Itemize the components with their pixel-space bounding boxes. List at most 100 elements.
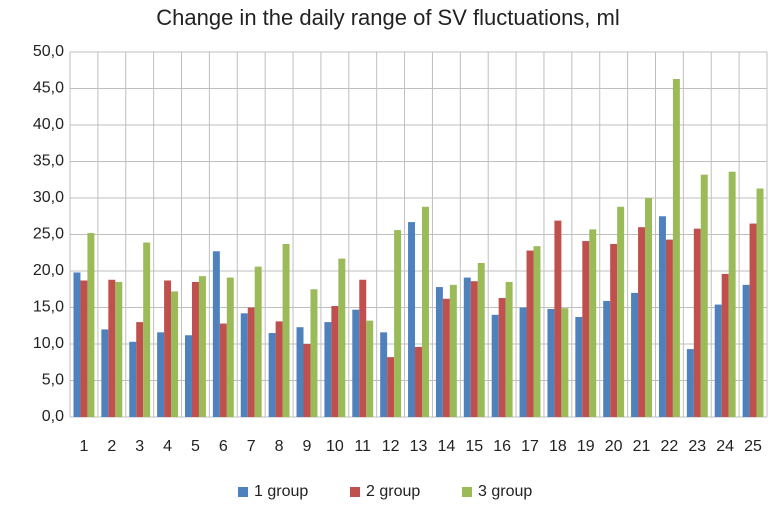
x-tick-label: 19 [577, 438, 595, 455]
y-tick-label: 30,0 [33, 189, 64, 206]
bar [380, 332, 388, 417]
y-tick-label: 50,0 [33, 43, 64, 60]
bar [115, 281, 123, 417]
bar [610, 243, 618, 417]
bar [171, 291, 179, 417]
x-tick-label: 5 [191, 438, 200, 455]
bar [352, 309, 360, 417]
bar [324, 322, 332, 417]
x-tick-label: 23 [688, 438, 706, 455]
bar [73, 272, 81, 417]
bar [603, 300, 611, 417]
bar [665, 239, 673, 417]
bar [310, 289, 318, 417]
y-tick-label: 20,0 [33, 262, 64, 279]
bar [275, 321, 283, 417]
bar [561, 308, 569, 417]
bar [359, 279, 367, 417]
bar [449, 284, 457, 417]
bar [338, 258, 346, 417]
bar [129, 341, 137, 417]
bar [582, 241, 590, 417]
legend-swatch [238, 487, 248, 497]
bar [533, 246, 541, 417]
bar [442, 298, 450, 417]
x-tick-label: 6 [219, 438, 228, 455]
bar [268, 333, 276, 417]
x-tick-label: 16 [493, 438, 511, 455]
bar [547, 308, 555, 417]
y-tick-label: 5,0 [42, 372, 64, 389]
bar [185, 335, 192, 417]
bar [470, 281, 478, 417]
legend-swatch [350, 487, 360, 497]
legend-swatch [462, 487, 472, 497]
bar [631, 292, 639, 417]
bar [408, 222, 416, 417]
bar [645, 198, 652, 417]
bar [108, 279, 116, 417]
x-tick-label: 1 [79, 438, 88, 455]
legend-label: 1 group [254, 483, 308, 500]
bar [519, 307, 527, 417]
bar [331, 306, 339, 417]
bar [435, 287, 443, 417]
x-tick-label: 12 [382, 438, 400, 455]
bar [421, 206, 429, 417]
y-tick-label: 10,0 [33, 335, 64, 352]
bar [575, 316, 583, 417]
x-tick-label: 14 [437, 438, 455, 455]
bar [498, 298, 506, 417]
bar [157, 332, 165, 417]
bar [282, 243, 290, 417]
x-tick-label: 20 [605, 438, 623, 455]
y-tick-label: 45,0 [33, 80, 64, 97]
bar [721, 273, 729, 417]
x-tick-label: 24 [716, 438, 734, 455]
y-tick-label: 40,0 [33, 116, 64, 133]
bar [526, 250, 534, 417]
x-tick-label: 17 [521, 438, 539, 455]
x-tick-label: 10 [326, 438, 344, 455]
bar [463, 277, 471, 417]
bar [693, 228, 701, 417]
bar [143, 242, 151, 417]
bar [638, 227, 646, 417]
bar [728, 171, 736, 417]
bar [589, 229, 597, 417]
bar [247, 307, 255, 417]
bar [756, 188, 764, 417]
bar [198, 276, 206, 417]
y-tick-label: 35,0 [33, 153, 64, 170]
x-tick-label: 3 [135, 438, 144, 455]
legend-label: 2 group [366, 483, 420, 500]
bar [749, 223, 757, 417]
x-tick-label: 25 [744, 438, 762, 455]
x-tick-label: 11 [354, 438, 371, 455]
x-tick-label: 18 [549, 438, 567, 455]
x-tick-label: 15 [465, 438, 483, 455]
legend-label: 3 group [478, 483, 532, 500]
bar [686, 349, 694, 417]
bar [742, 284, 750, 417]
bar [254, 266, 262, 417]
x-tick-label: 7 [247, 438, 256, 455]
x-tick-label: 4 [163, 438, 172, 455]
bar [303, 344, 311, 417]
bar [136, 322, 144, 417]
bar [240, 313, 248, 417]
bar [554, 220, 562, 417]
bar [191, 281, 199, 417]
bar [617, 206, 625, 417]
bar [491, 314, 499, 417]
bar [101, 329, 109, 417]
bar [415, 346, 422, 417]
x-tick-label: 8 [275, 438, 284, 455]
chart-title: Change in the daily range of SV fluctuat… [156, 5, 620, 30]
bar [219, 323, 227, 417]
bar [296, 327, 304, 417]
x-tick-label: 21 [633, 438, 651, 455]
y-tick-label: 15,0 [33, 299, 64, 316]
bar [714, 304, 722, 417]
